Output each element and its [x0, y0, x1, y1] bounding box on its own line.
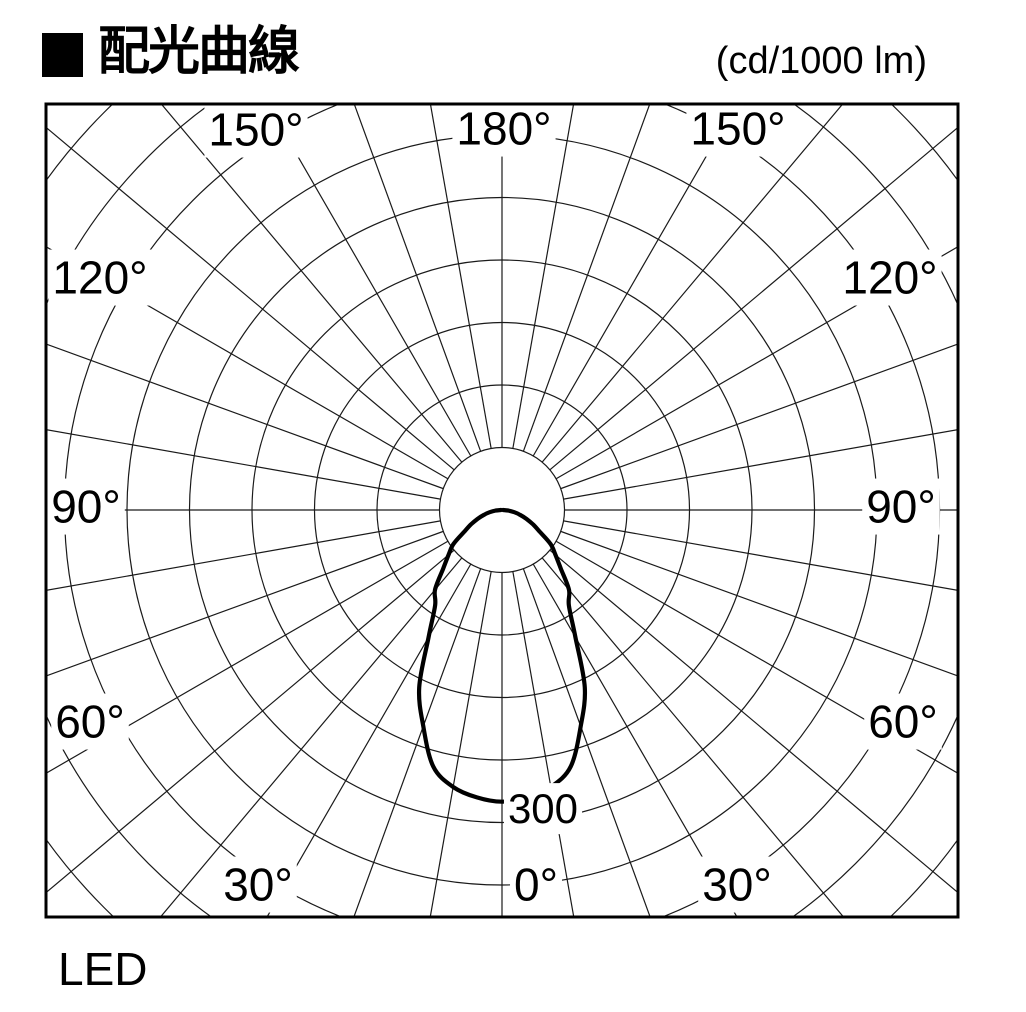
intensity-curve [416, 507, 588, 804]
unit-label: (cd/1000 lm) [715, 40, 927, 82]
grid-spoke [512, 104, 575, 449]
grid-spoke [353, 568, 482, 917]
grid-spoke [512, 571, 575, 917]
angle-label-top_left: 150° [208, 104, 303, 156]
angle-label-upper_left: 120° [52, 252, 147, 304]
grid-spoke [160, 104, 463, 463]
plot-border [44, 102, 960, 919]
grid-spoke [549, 126, 958, 471]
grid-spoke [353, 104, 482, 452]
grid-labels: 180° 150° 150° 120° 120° 90° 90° 60° 60° 30° 30° 0°… [47, 100, 942, 913]
grid-spoke [429, 571, 492, 917]
ring-value-label: 300 [508, 785, 578, 832]
grid-spoke [46, 549, 455, 894]
grid-spoke [46, 126, 455, 471]
grid-spoke [429, 104, 492, 449]
grid-spoke [522, 568, 651, 917]
ring-value-label-halo [503, 783, 583, 835]
grid-spoke [46, 343, 444, 490]
grid-spoke [532, 563, 738, 917]
grid-spoke [555, 246, 958, 480]
angle-label-top_right-halo [686, 100, 790, 157]
grid-spoke [563, 520, 958, 592]
grid-spoke [46, 246, 449, 480]
grid-spoke [555, 540, 958, 774]
angle-label-upper_right: 120° [842, 252, 937, 304]
chart-title: 配光曲線 [98, 23, 300, 81]
angle-label-top_right: 150° [690, 103, 785, 155]
grid-spoke [159, 557, 463, 917]
grid-spoke [46, 428, 441, 500]
grid-spoke [522, 104, 651, 452]
angle-label-upper_right-halo [838, 249, 942, 306]
angle-label-top: 180° [456, 103, 551, 155]
grid-spoke [532, 104, 738, 457]
angle-label-top_left-halo [204, 101, 308, 158]
angle-label-upper_left-halo [48, 249, 152, 306]
angle-label-right: 90° [866, 481, 936, 533]
grid-spoke [560, 530, 958, 677]
angle-label-left-halo [47, 478, 125, 535]
angle-label-top-halo [452, 100, 556, 157]
angle-label-lower_right: 60° [868, 696, 938, 748]
section-bullet-icon [42, 33, 83, 77]
grid-spoke [46, 530, 444, 677]
angle-label-bottom_right: 30° [702, 859, 772, 911]
angle-label-lower_left: 60° [55, 696, 125, 748]
grid-spoke [549, 549, 958, 894]
angle-label-bottom: 0° [514, 859, 558, 911]
grid-spoke [266, 104, 472, 457]
grid-spoke [560, 343, 958, 490]
angle-label-bottom_right-halo [698, 856, 776, 913]
angle-label-right-halo [862, 478, 940, 535]
angle-label-bottom_left: 30° [223, 859, 293, 911]
grid-spoke [541, 104, 844, 463]
grid-spoke [563, 428, 958, 500]
angle-label-bottom-halo [510, 856, 562, 913]
angle-label-lower_right-halo [864, 693, 942, 750]
grid-spoke [46, 540, 449, 774]
angle-label-bottom_left-halo [219, 856, 297, 913]
grid-spoke [266, 563, 472, 917]
angle-label-left: 90° [51, 481, 121, 533]
angle-label-lower_left-halo [51, 693, 129, 750]
grid-spoke [46, 520, 441, 592]
source-label: LED [58, 943, 148, 995]
grid-spoke [541, 557, 845, 917]
